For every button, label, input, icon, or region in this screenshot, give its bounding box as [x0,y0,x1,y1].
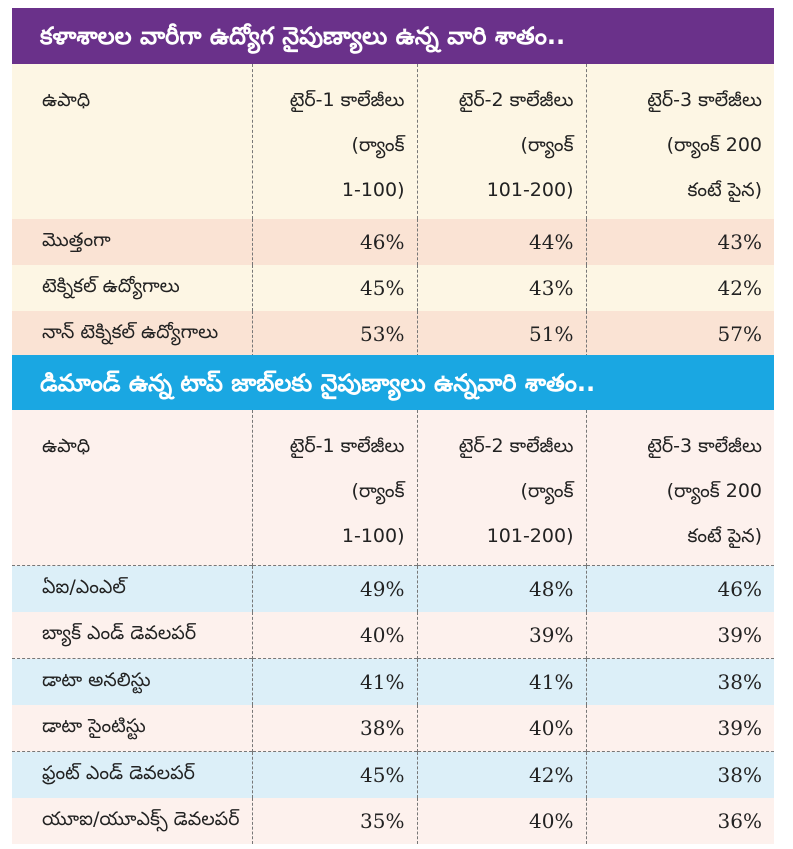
section2-title: డిమాండ్‌ ఉన్న టాప్‌ జాబ్‌లకు నైపుణ్యాలు … [40,368,596,397]
row-label: డాటా సైంటిస్టు [42,714,146,737]
tier3-value: 36% [585,798,774,844]
tier2-value: 44% [416,219,586,265]
table-row: ఫ్రంట్‌ ఎండ్‌ డెవలపర్‌ 45% 42% 38% [12,751,774,798]
row-label: ఫ్రంట్‌ ఎండ్‌ డెవలపర్‌ [42,761,195,784]
tier1-value: 45% [251,265,417,311]
row-label: మొత్తంగా [42,228,111,251]
header-tier3: టైర్‌-3 కాలేజీలు (ర్యాంక్‌ 200 కంటే పైన) [585,410,774,566]
tier3-value: 38% [585,751,774,798]
table-row: బ్యాక్‌ ఎండ్‌ డెవలపర్‌ 40% 39% 39% [12,612,774,659]
tier3-value: 38% [585,658,774,705]
header-tier1: టైర్‌-1 కాలేజీలు (ర్యాంక్‌ 1-100) [251,64,417,219]
table-row: మొత్తంగా 46% 44% 43% [12,219,774,265]
row-label: టెక్నికల్‌ ఉద్యోగాలు [42,274,180,297]
row-label: నాన్‌ టెక్నికల్‌ ఉద్యోగాలు [42,320,219,343]
tier3-value: 57% [585,311,774,357]
tier1-value: 41% [251,658,417,705]
table-header-row: ఉపాధి టైర్‌-1 కాలేజీలు (ర్యాంక్‌ 1-100) … [12,410,774,566]
header-tier3: టైర్‌-3 కాలేజీలు (ర్యాంక్‌ 200 కంటే పైన) [585,64,774,219]
row-label: బ్యాక్‌ ఎండ్‌ డెవలపర్‌ [42,621,197,644]
tier2-value: 42% [416,751,586,798]
table-row: నాన్‌ టెక్నికల్‌ ఉద్యోగాలు 53% 51% 57% [12,311,774,357]
header-tier2: టైర్‌-2 కాలేజీలు (ర్యాంక్‌ 101-200) [416,64,586,219]
row-label: యూఐ/యూఎక్స్‌ డెవలపర్‌ [42,807,240,830]
tier2-value: 43% [416,265,586,311]
tier3-value: 43% [585,219,774,265]
table-header-row: ఉపాధి టైర్‌-1 కాలేజీలు (ర్యాంక్‌ 1-100) … [12,64,774,219]
section1-banner: కళాశాలల వారీగా ఉద్యోగ నైపుణ్యాలు ఉన్న వా… [12,8,774,64]
tier2-value: 48% [416,565,586,612]
row-label: డాటా అనలిస్టు [42,668,151,691]
tier3-value: 46% [585,565,774,612]
section1-title: కళాశాలల వారీగా ఉద్యోగ నైపుణ్యాలు ఉన్న వా… [40,22,566,50]
tier2-value: 40% [416,705,586,752]
tier2-value: 41% [416,658,586,705]
tier2-value: 51% [416,311,586,357]
tier1-value: 49% [251,565,417,612]
section2-table: ఉపాధి టైర్‌-1 కాలేజీలు (ర్యాంక్‌ 1-100) … [12,410,774,844]
table-row: టెక్నికల్‌ ఉద్యోగాలు 45% 43% 42% [12,265,774,311]
table-row: డాటా సైంటిస్టు 38% 40% 39% [12,705,774,752]
table-row: డాటా అనలిస్టు 41% 41% 38% [12,658,774,705]
table-row: యూఐ/యూఎక్స్‌ డెవలపర్‌ 35% 40% 36% [12,798,774,844]
header-tier2: టైర్‌-2 కాలేజీలు (ర్యాంక్‌ 101-200) [416,410,586,566]
tier1-value: 35% [251,798,417,844]
table-row: ఏఐ/ఎంఎల్‌ 49% 48% 46% [12,565,774,612]
section2-banner: డిమాండ్‌ ఉన్న టాప్‌ జాబ్‌లకు నైపుణ్యాలు … [12,355,774,410]
section1-table: ఉపాధి టైర్‌-1 కాలేజీలు (ర్యాంక్‌ 1-100) … [12,64,774,357]
tier2-value: 39% [416,612,586,659]
header-employment: ఉపాధి [42,435,91,457]
tier1-value: 38% [251,705,417,752]
tier1-value: 45% [251,751,417,798]
header-tier1: టైర్‌-1 కాలేజీలు (ర్యాంక్‌ 1-100) [251,410,417,566]
header-employment: ఉపాధి [42,89,91,111]
tier1-value: 40% [251,612,417,659]
row-label: ఏఐ/ఎంఎల్‌ [42,575,126,598]
tier2-value: 40% [416,798,586,844]
tier1-value: 53% [251,311,417,357]
tier3-value: 39% [585,705,774,752]
tier3-value: 42% [585,265,774,311]
tier3-value: 39% [585,612,774,659]
tier1-value: 46% [251,219,417,265]
